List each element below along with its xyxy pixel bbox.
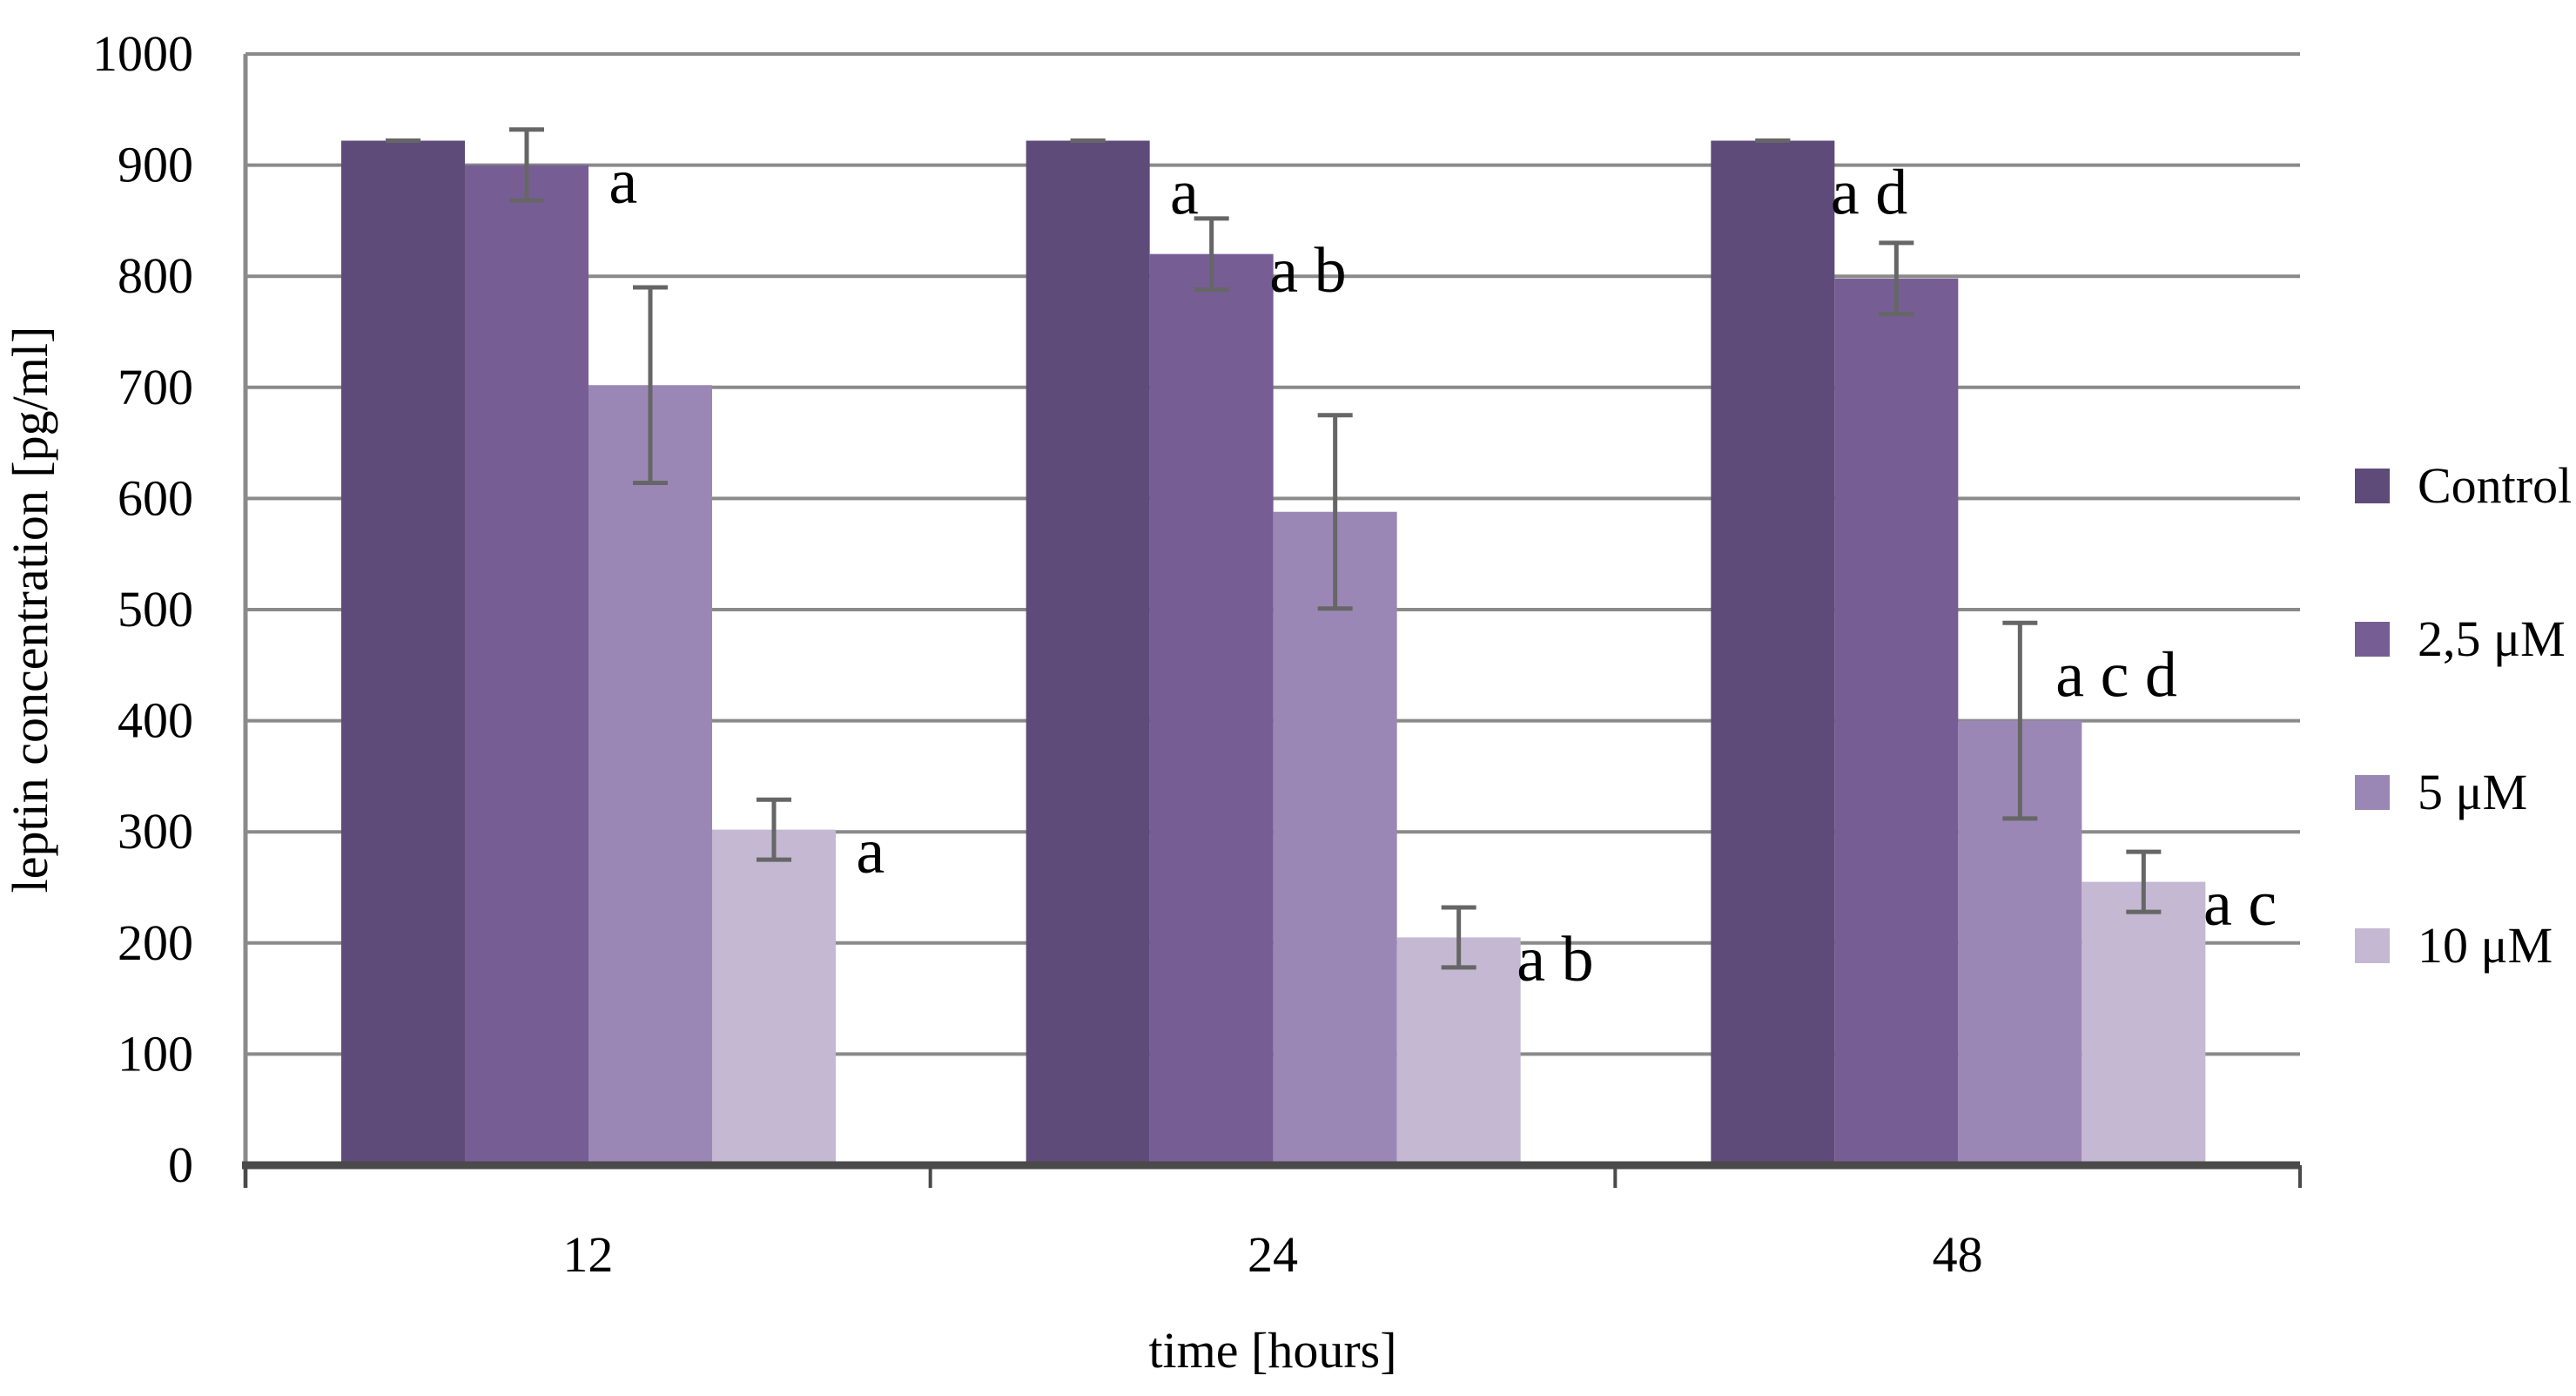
bars	[341, 140, 2206, 1166]
error-bar-2-5-m-24	[1194, 216, 1229, 293]
axes	[242, 54, 2302, 1188]
legend-swatch	[2355, 469, 2390, 503]
bar-control-12	[341, 140, 465, 1166]
legend-label: Control	[2418, 457, 2572, 514]
y-tick-label: 700	[118, 359, 193, 415]
error-bar-2-5-m-12	[509, 127, 544, 203]
significance-label: a c d	[2055, 639, 2177, 711]
y-tick-label: 100	[118, 1025, 193, 1082]
error-bar-10-m-12	[757, 797, 791, 862]
y-tick-label: 500	[118, 581, 193, 637]
y-tick-label: 900	[118, 137, 193, 193]
y-tick-label: 600	[118, 469, 193, 526]
x-tick-label: 48	[1933, 1226, 1983, 1283]
legend-label: 2,5 μM	[2418, 610, 2566, 667]
legend-item-2-5-m: 2,5 μM	[2355, 610, 2566, 667]
legend-item-5-m: 5 μM	[2355, 764, 2527, 820]
y-tick-label: 300	[118, 803, 193, 860]
legend-label: 10 μM	[2418, 917, 2552, 974]
y-tick-label: 800	[118, 247, 193, 304]
y-axis-title: leptin concentration [pg/ml]	[2, 327, 58, 894]
bar-2-5-m-12	[465, 165, 589, 1166]
significance-label: a b	[1517, 924, 1593, 995]
y-tick-label: 400	[118, 692, 193, 749]
labels: 0 100 200 300 400 500 600 700 800 900 1000 12 24 48 ti…	[2, 25, 2277, 1379]
error-bar-10-m-48	[2126, 849, 2162, 914]
y-tick-label: 0	[168, 1136, 193, 1193]
x-tick-label: 12	[562, 1226, 613, 1283]
bar-10-m-24	[1396, 937, 1521, 1165]
bar-2-5-m-48	[1834, 278, 1959, 1165]
error-bars	[386, 127, 2162, 970]
significance-label: a	[856, 816, 884, 887]
significance-label: a c	[2203, 868, 2277, 940]
bar-10-m-48	[2082, 881, 2206, 1165]
error-bar-2-5-m-48	[1879, 240, 1914, 317]
legend: Control 2,5 μM 5 μM 10 μM	[2355, 457, 2572, 974]
error-bar-5-m-24	[1317, 413, 1353, 611]
y-tick-label: 200	[118, 914, 193, 971]
significance-label: a d	[1831, 158, 1907, 229]
legend-swatch	[2355, 622, 2390, 657]
legend-swatch	[2355, 928, 2390, 963]
bar-control-24	[1026, 140, 1150, 1166]
bar-5-m-12	[589, 385, 712, 1165]
significance-label: a b	[1269, 235, 1346, 307]
significance-label: a	[609, 146, 637, 218]
error-bar-10-m-24	[1441, 905, 1476, 970]
legend-item-10-m: 10 μM	[2355, 917, 2552, 974]
legend-label: 5 μM	[2418, 764, 2527, 820]
legend-item-control: Control	[2355, 457, 2572, 514]
legend-swatch	[2355, 775, 2390, 810]
bar-5-m-24	[1273, 511, 1397, 1165]
bar-2-5-m-24	[1149, 253, 1274, 1166]
x-axis-title: time [hours]	[1148, 1322, 1396, 1379]
error-bar-5-m-12	[633, 285, 668, 486]
x-tick-label: 24	[1248, 1226, 1298, 1283]
significance-label: a	[1170, 158, 1199, 229]
bar-10-m-12	[712, 829, 836, 1165]
y-tick-label: 1000	[92, 25, 193, 82]
bar-control-48	[1711, 140, 1835, 1166]
error-bar-5-m-48	[2002, 620, 2038, 821]
